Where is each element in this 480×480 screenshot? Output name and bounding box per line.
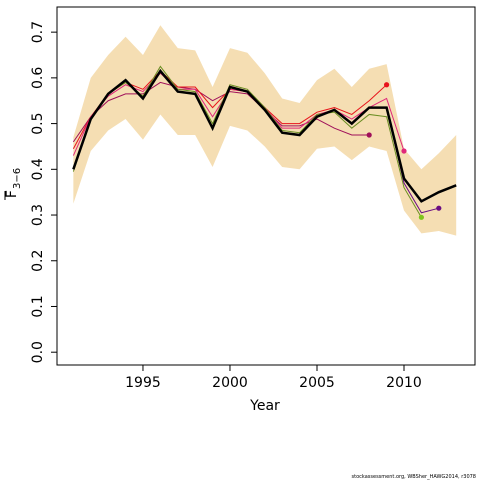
x-tick-label: 2010	[386, 375, 422, 391]
confidence-band	[73, 25, 457, 236]
y-label-subscript: 3−6	[12, 168, 23, 189]
y-tick-label: 0.6	[30, 67, 46, 89]
retro-line	[72, 81, 370, 143]
x-axis-label: Year	[249, 398, 280, 414]
y-tick-label: 0.3	[30, 204, 46, 226]
y-tick-label: 0.0	[30, 341, 46, 363]
y-tick-label: 0.7	[30, 21, 46, 43]
end-marker	[383, 82, 390, 88]
main-line	[72, 68, 457, 203]
footer: stockassessment.org, WBSher_HAWG2014, r3…	[352, 474, 476, 480]
y-tick-label: 0.4	[30, 158, 46, 180]
end-marker	[418, 214, 425, 220]
y-axis-label: F 3−6	[4, 168, 23, 200]
x-tick-label: 1995	[125, 375, 161, 391]
plot-frame	[56, 6, 476, 366]
x-tick-label: 2000	[212, 375, 248, 391]
y-tick-label: 0.2	[30, 250, 46, 272]
end-marker	[366, 132, 372, 138]
y-tick-label: 0.1	[30, 295, 46, 317]
end-marker	[436, 205, 442, 211]
x-tick-label: 2005	[299, 375, 335, 391]
y-label-symbol: F	[4, 190, 20, 198]
end-marker	[401, 148, 407, 154]
y-tick-label: 0.5	[30, 112, 46, 134]
